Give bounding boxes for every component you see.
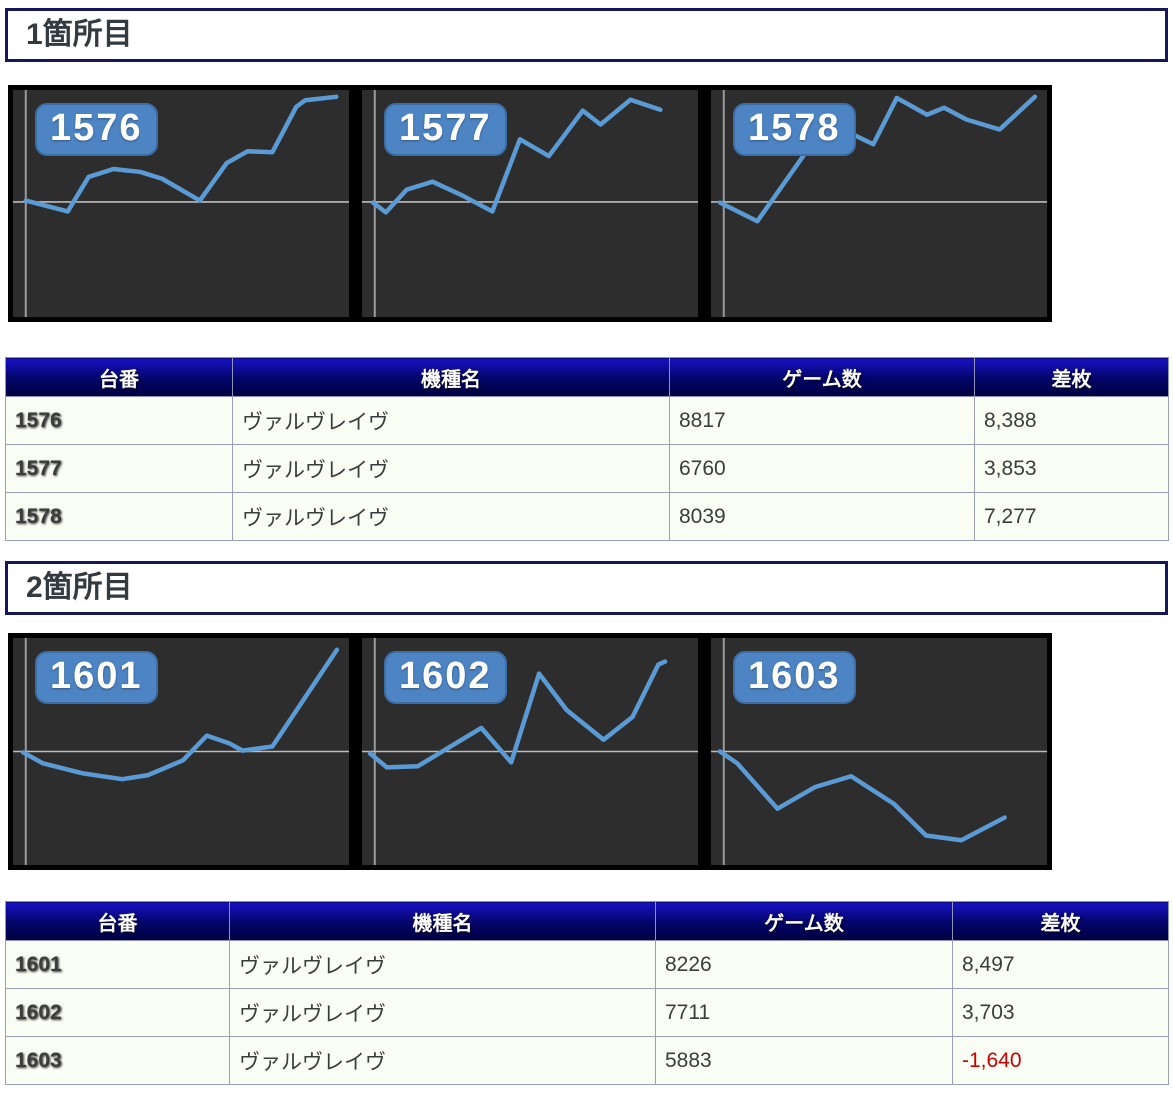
table-row: 1601 ヴァルヴレイヴ 8226 8,497 bbox=[5, 940, 1169, 989]
slump-line bbox=[373, 100, 660, 213]
section-1-table: 台番 機種名 ゲーム数 差枚 1576 ヴァルヴレイヴ 8817 8,388 1… bbox=[5, 357, 1169, 541]
game-count-cell: 6760 bbox=[669, 444, 975, 493]
slump-graph-1602: 1602 bbox=[362, 638, 698, 865]
game-count-cell: 5883 bbox=[655, 1036, 953, 1085]
model-name-cell: ヴァルヴレイヴ bbox=[229, 940, 656, 989]
diff-cell: -1,640 bbox=[952, 1036, 1169, 1085]
col-header-machine-number: 台番 bbox=[5, 901, 230, 941]
section-1-title: 1箇所目 bbox=[5, 8, 1168, 62]
machine-badge: 1603 bbox=[733, 651, 856, 704]
slump-line bbox=[370, 662, 665, 768]
slump-graph-1603: 1603 bbox=[711, 638, 1047, 865]
model-name-cell: ヴァルヴレイヴ bbox=[232, 396, 670, 445]
slump-line bbox=[26, 97, 336, 212]
col-header-machine-number: 台番 bbox=[5, 357, 233, 397]
game-count-cell: 8039 bbox=[669, 492, 975, 541]
model-name-cell: ヴァルヴレイヴ bbox=[229, 988, 656, 1037]
diff-cell: 3,703 bbox=[952, 988, 1169, 1037]
col-header-diff-medals: 差枚 bbox=[974, 357, 1169, 397]
machine-number-cell: 1601 bbox=[5, 940, 230, 989]
slump-line bbox=[720, 97, 1035, 221]
machine-badge: 1578 bbox=[733, 103, 856, 156]
machine-number-cell: 1576 bbox=[5, 396, 233, 445]
model-name-cell: ヴァルヴレイヴ bbox=[232, 492, 670, 541]
model-name-cell: ヴァルヴレイヴ bbox=[229, 1036, 656, 1085]
game-count-cell: 8817 bbox=[669, 396, 975, 445]
slump-graph-1601: 1601 bbox=[13, 638, 349, 865]
table-row: 1576 ヴァルヴレイヴ 8817 8,388 bbox=[5, 396, 1169, 445]
table-row: 1577 ヴァルヴレイヴ 6760 3,853 bbox=[5, 444, 1169, 493]
slump-graph-1576: 1576 bbox=[13, 90, 349, 317]
machine-badge: 1577 bbox=[384, 103, 507, 156]
game-count-cell: 8226 bbox=[655, 940, 953, 989]
section-2-title: 2箇所目 bbox=[5, 561, 1168, 615]
diff-cell: 7,277 bbox=[974, 492, 1169, 541]
machine-number-cell: 1577 bbox=[5, 444, 233, 493]
table-row: 1578 ヴァルヴレイヴ 8039 7,277 bbox=[5, 492, 1169, 541]
model-name-cell: ヴァルヴレイヴ bbox=[232, 444, 670, 493]
machine-badge: 1576 bbox=[35, 103, 158, 156]
machine-badge: 1602 bbox=[384, 651, 507, 704]
col-header-model-name: 機種名 bbox=[232, 357, 670, 397]
table-header-row: 台番 機種名 ゲーム数 差枚 bbox=[5, 901, 1169, 941]
machine-number-cell: 1602 bbox=[5, 988, 230, 1037]
section-2-table: 台番 機種名 ゲーム数 差枚 1601 ヴァルヴレイヴ 8226 8,497 1… bbox=[5, 901, 1169, 1085]
diff-cell: 8,388 bbox=[974, 396, 1169, 445]
slump-graph-1578: 1578 bbox=[711, 90, 1047, 317]
diff-cell: 3,853 bbox=[974, 444, 1169, 493]
machine-number-cell: 1603 bbox=[5, 1036, 230, 1085]
section-2-charts: 1601 1602 1603 bbox=[8, 633, 1052, 870]
col-header-game-count: ゲーム数 bbox=[669, 357, 975, 397]
slump-line bbox=[720, 752, 1005, 841]
col-header-diff-medals: 差枚 bbox=[952, 901, 1169, 941]
table-row: 1602 ヴァルヴレイヴ 7711 3,703 bbox=[5, 988, 1169, 1037]
col-header-game-count: ゲーム数 bbox=[655, 901, 953, 941]
diff-cell: 8,497 bbox=[952, 940, 1169, 989]
slump-line bbox=[23, 650, 337, 779]
machine-number-cell: 1578 bbox=[5, 492, 233, 541]
game-count-cell: 7711 bbox=[655, 988, 953, 1037]
section-1-charts: 1576 1577 1578 bbox=[8, 85, 1052, 322]
machine-badge: 1601 bbox=[35, 651, 158, 704]
table-header-row: 台番 機種名 ゲーム数 差枚 bbox=[5, 357, 1169, 397]
col-header-model-name: 機種名 bbox=[229, 901, 656, 941]
slump-graph-1577: 1577 bbox=[362, 90, 698, 317]
table-row: 1603 ヴァルヴレイヴ 5883 -1,640 bbox=[5, 1036, 1169, 1085]
